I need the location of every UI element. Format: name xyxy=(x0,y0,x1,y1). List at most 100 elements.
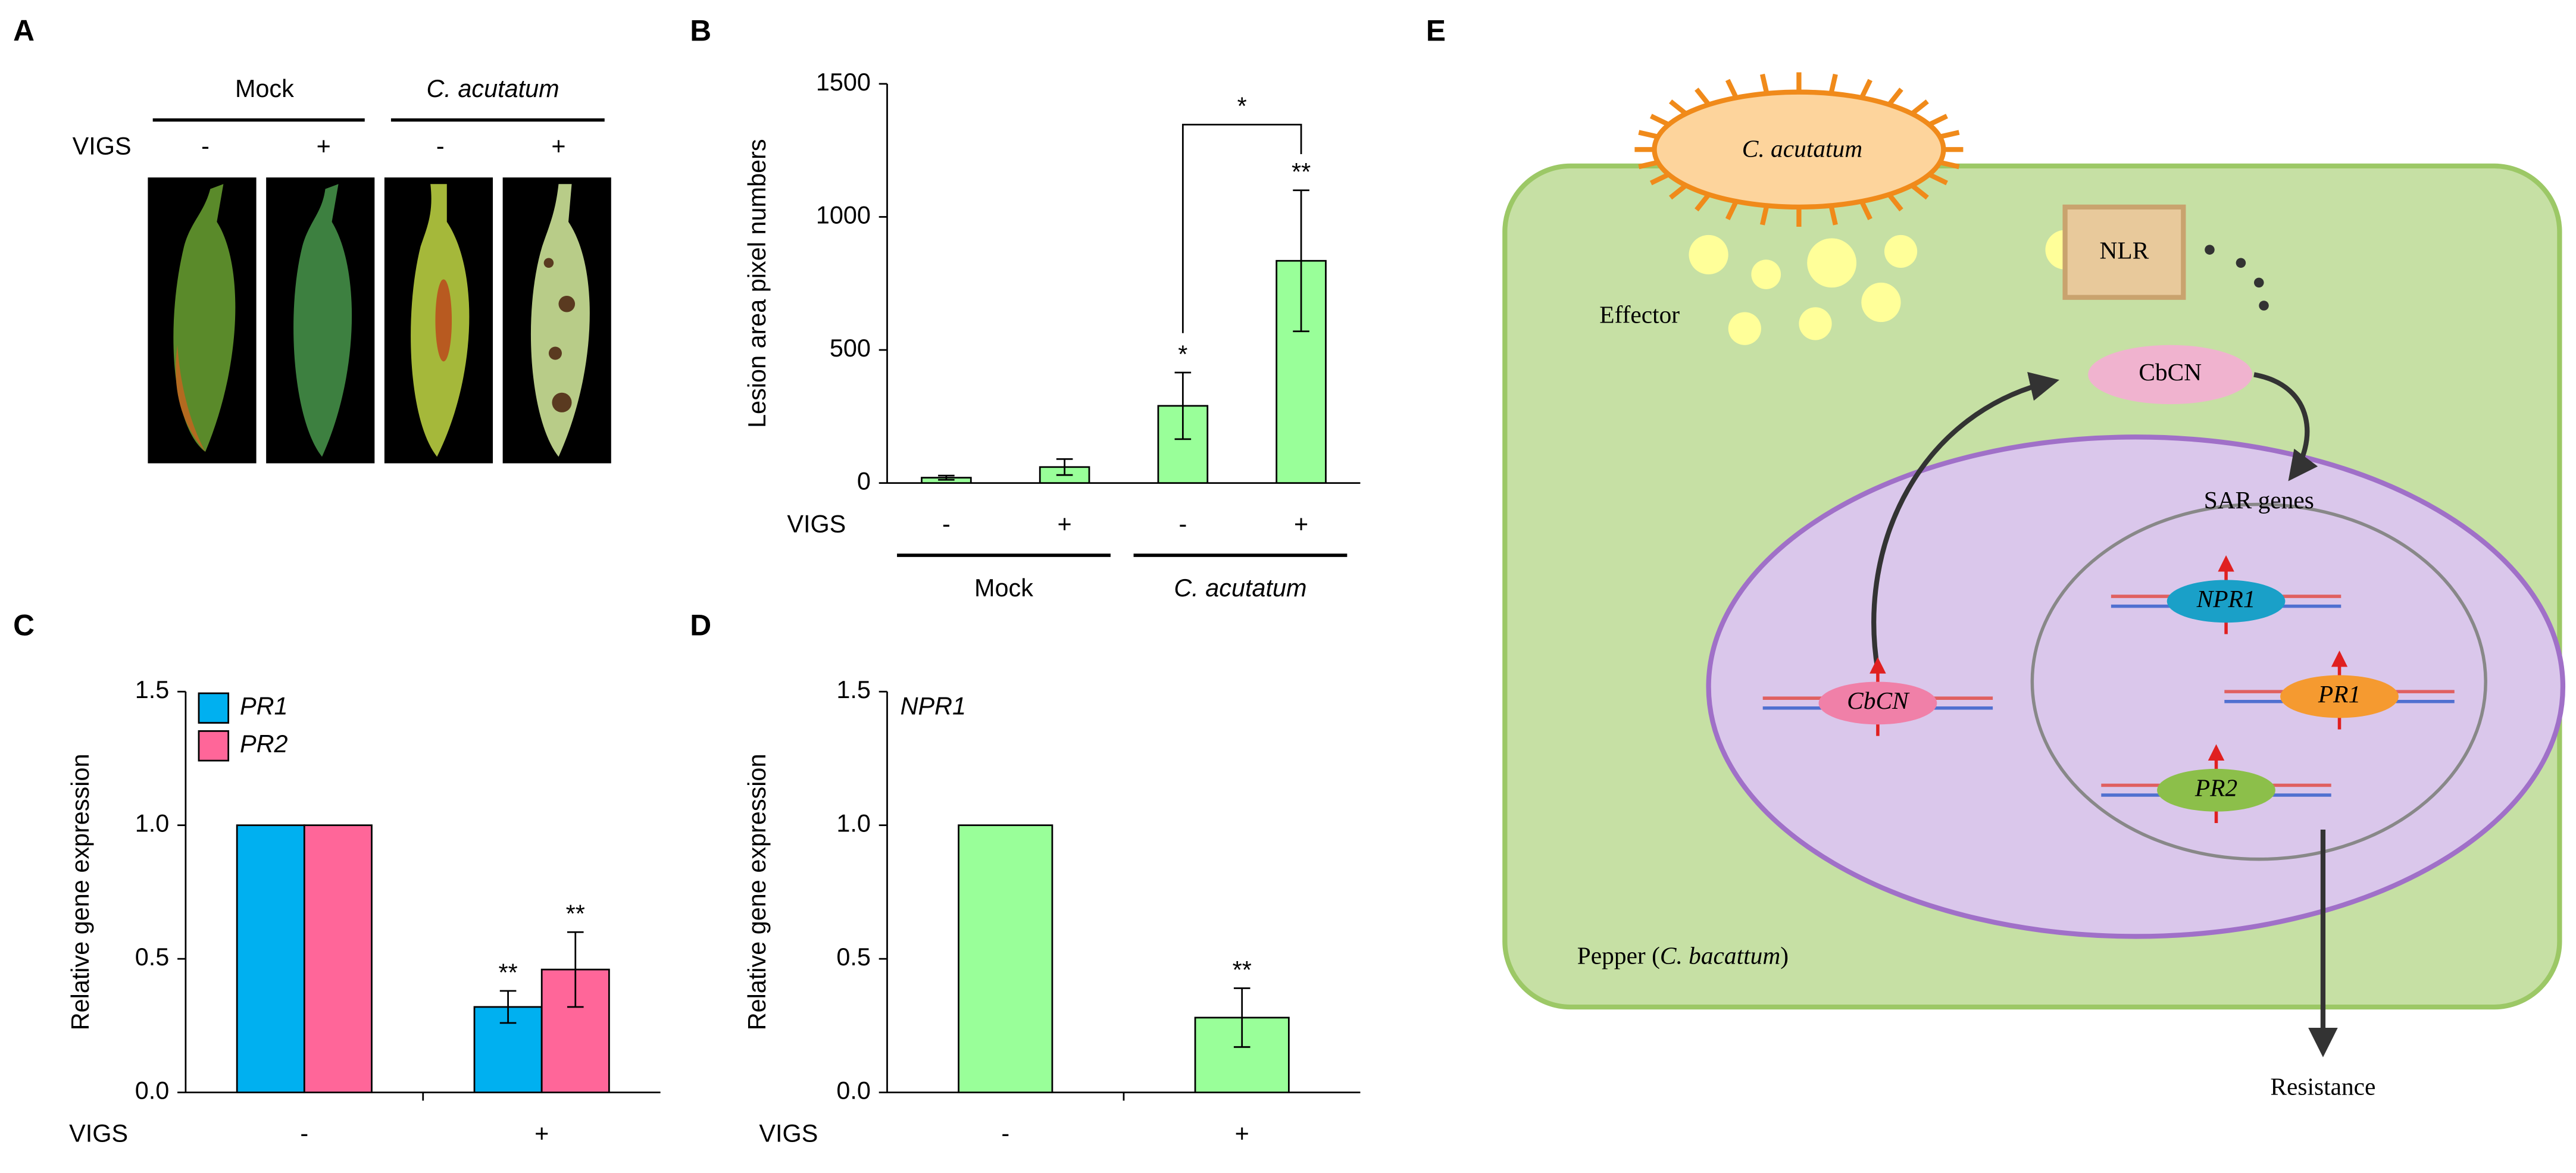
spike xyxy=(1939,130,1960,139)
gene-label: PR1 xyxy=(2318,680,2361,708)
y-tick-label: 0.0 xyxy=(135,1077,170,1105)
error-bar xyxy=(938,474,955,481)
spike xyxy=(1725,200,1739,220)
x-axis-label: VIGS xyxy=(69,1119,128,1147)
gene-label: NPR1 xyxy=(2196,585,2256,612)
spike xyxy=(1939,159,1960,170)
spike xyxy=(1649,172,1670,186)
y-tick-label: 1.0 xyxy=(135,810,170,837)
spike xyxy=(1928,172,1948,186)
y-tick-label: 0.5 xyxy=(836,943,871,971)
panel-label: A xyxy=(13,14,35,47)
spike xyxy=(1828,73,1838,95)
treatment: - xyxy=(436,132,445,159)
significance: * xyxy=(1178,340,1187,368)
spike xyxy=(1828,205,1838,226)
cell-species: C. bacattum xyxy=(1660,941,1780,969)
significance: ** xyxy=(498,959,517,986)
sar-genes: SAR genes xyxy=(2204,486,2314,514)
bracket xyxy=(1181,123,1302,333)
y-axis-label: Relative gene expression xyxy=(67,754,94,1031)
y-tick-label: 0 xyxy=(857,468,871,495)
treatment: + xyxy=(551,132,565,159)
x-tick-label: + xyxy=(534,1119,549,1147)
spike xyxy=(1695,87,1711,107)
significance: ** xyxy=(566,900,585,928)
legend-swatch xyxy=(198,730,230,762)
spike xyxy=(1725,79,1739,99)
group-label: Mock xyxy=(974,574,1033,602)
pathogen: C. acutatum xyxy=(1742,135,1862,162)
y-tick-label: 0.5 xyxy=(135,943,170,971)
effector: Effector xyxy=(1599,301,1680,328)
spike xyxy=(1638,130,1659,139)
spike xyxy=(1649,114,1670,127)
gene xyxy=(2157,768,2275,812)
error-bar xyxy=(1293,189,1309,333)
y-tick-label: 1.5 xyxy=(836,676,871,703)
chart-title: NPR1 xyxy=(901,693,966,720)
gene xyxy=(1818,681,1937,725)
y-axis-label: Lesion area pixel numbers xyxy=(743,139,771,428)
spike xyxy=(1638,159,1659,170)
spike xyxy=(1669,183,1688,200)
row-label: VIGS xyxy=(73,132,132,159)
group-label: C. acutatum xyxy=(1174,574,1306,602)
receptor: NLR xyxy=(2100,237,2149,264)
spike xyxy=(1887,87,1903,107)
y-tick-label: 1.0 xyxy=(836,810,871,837)
outcome: Resistance xyxy=(2270,1073,2375,1100)
error-bar xyxy=(1174,371,1192,440)
gene-label: PR2 xyxy=(2194,774,2237,801)
spike xyxy=(1669,99,1688,116)
photos xyxy=(148,177,611,464)
panel-label: B xyxy=(690,14,711,47)
y-tick-label: 500 xyxy=(830,334,871,362)
protein: CbCN xyxy=(2139,358,2202,386)
x-tick-label: - xyxy=(300,1119,308,1147)
panel-label: C xyxy=(13,609,35,642)
x-tick-label: + xyxy=(1294,510,1308,537)
spike xyxy=(1910,99,1929,116)
legend-label: PR1 xyxy=(240,693,288,720)
x-axis-label: VIGS xyxy=(759,1119,818,1147)
cell-suffix: ) xyxy=(1780,941,1789,969)
spike xyxy=(1695,193,1711,212)
bracket-label: * xyxy=(1237,93,1247,120)
gene xyxy=(2280,675,2399,718)
gene-label: CbCN xyxy=(1847,687,1910,714)
bar xyxy=(303,824,373,1094)
error-bar xyxy=(567,931,584,1008)
group-label: Mock xyxy=(235,75,294,102)
legend-label: PR2 xyxy=(240,730,288,758)
spike xyxy=(1859,200,1872,220)
x-axis-label: VIGS xyxy=(787,510,846,537)
y-tick-label: 0.0 xyxy=(836,1077,871,1105)
spike xyxy=(1910,183,1929,200)
spike xyxy=(1859,79,1872,99)
spike xyxy=(1887,193,1903,212)
error-bar xyxy=(499,990,517,1024)
y-axis-label: Relative gene expression xyxy=(743,754,771,1031)
significance: ** xyxy=(1233,956,1252,984)
x-tick-label: - xyxy=(942,510,951,537)
treatment: + xyxy=(317,132,331,159)
diagram: NPR1 PR1 PR2 CbCN xyxy=(1502,72,2566,1058)
panel-label: E xyxy=(1426,14,1446,47)
cell-prefix: Pepper ( xyxy=(1577,941,1660,969)
error-bar xyxy=(1056,458,1073,476)
x-tick-label: - xyxy=(1001,1119,1009,1147)
panel-label: D xyxy=(690,609,711,642)
gene xyxy=(2167,580,2286,623)
y-tick-label: 1500 xyxy=(816,68,871,96)
significance: ** xyxy=(1292,158,1311,186)
spike xyxy=(1928,114,1948,127)
group-label: C. acutatum xyxy=(426,75,559,102)
x-tick-label: + xyxy=(1235,1119,1249,1147)
x-tick-label: - xyxy=(1178,510,1187,537)
error-bar xyxy=(1233,987,1251,1048)
legend-swatch xyxy=(198,692,230,724)
y-tick-label: 1.5 xyxy=(135,676,170,703)
treatment: - xyxy=(201,132,210,159)
